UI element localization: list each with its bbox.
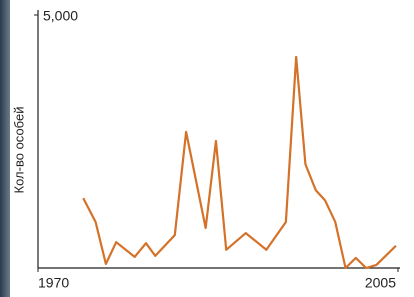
- y-axis-label: Кол-во особей: [11, 107, 26, 194]
- x-tick-label: 2005: [365, 275, 396, 291]
- x-tick-label: 1970: [38, 275, 69, 291]
- y-tick-label: 5,000: [43, 8, 78, 24]
- chart: Кол-во особей 5,000 1970 2005: [0, 0, 414, 297]
- photo-edge: [0, 0, 10, 297]
- data-line: [83, 57, 396, 268]
